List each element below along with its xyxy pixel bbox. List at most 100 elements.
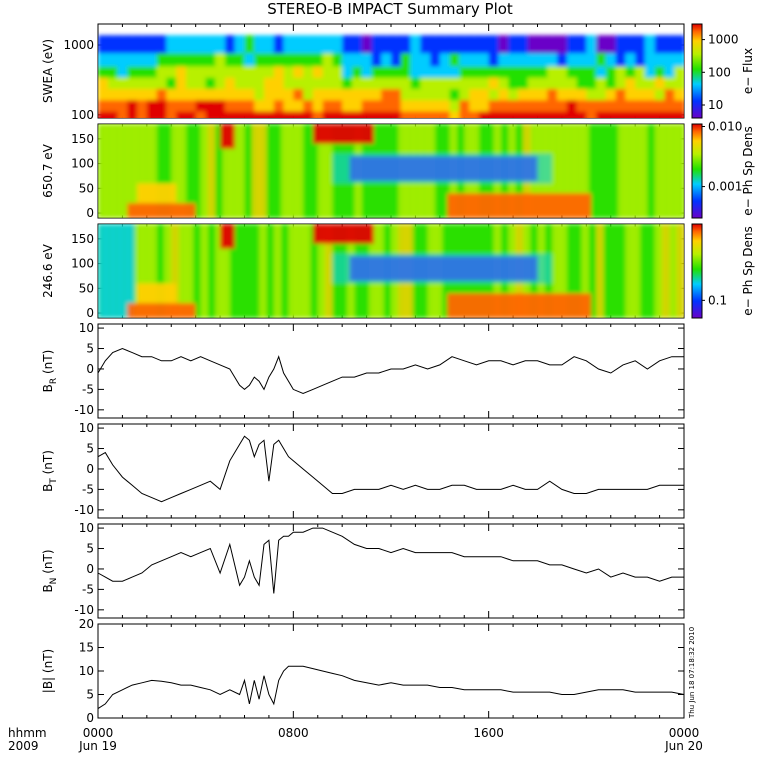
spectrogram-stripe [149,224,158,318]
y-tick-label: 10 [79,421,94,435]
spectrogram-cell [371,35,383,54]
spectrogram-cell [605,35,617,54]
spectrogram-cell [244,93,256,112]
spectrogram-cell [371,59,383,78]
spectrogram-cell [98,71,109,89]
spectrogram-cell [215,35,226,54]
spectrogram-cell [283,48,295,67]
spectrogram-cell [361,48,373,67]
series-line [97,527,684,594]
series-line [97,435,684,503]
spectrogram-cell [586,82,598,101]
y-axis-label-sub: R [49,378,59,384]
spectrogram-cell [498,82,510,101]
spectrogram-cell [400,71,412,89]
spectrogram-cell [371,48,383,67]
spectrogram-stripe [288,124,297,218]
y-tick-label: 100 [71,157,94,171]
spectrogram-cell [469,48,480,67]
spectrogram-cell [664,35,676,54]
spectrogram-cell [381,71,392,89]
spectrogram-cell [644,82,656,101]
spectrogram-stripe [193,124,202,218]
spectrogram-cell [537,48,549,67]
spectrogram-cell [488,59,500,78]
spectrogram-cell [566,82,578,101]
spectrogram-cell [537,71,549,89]
spectrogram-cell [176,48,187,67]
spectrogram-stripe [647,124,656,218]
y-tick-label: 10 [79,521,94,535]
spectrogram-stripe [229,224,239,318]
spectrogram-cell [215,82,226,101]
spectrogram-cell [508,48,519,67]
spectrogram-cell [146,35,158,54]
colorbar-label: e− Flux [741,48,755,94]
spectrogram-stripe [207,224,217,318]
spectrogram-cell [547,59,559,78]
spectrogram-stripe [193,224,202,318]
spectrogram-cell [381,35,392,54]
spectrogram-stripe [288,224,297,318]
spectrogram-feature [127,303,196,318]
spectrogram-cell [342,71,353,89]
spectrogram-stripe [610,124,620,218]
panel-4: 10 5 0 -5 -10 BT (nT) [41,421,685,519]
spectrogram-feature [447,293,592,318]
spectrogram-stripe [552,224,561,318]
spectrogram-cell [625,82,637,101]
y-tick-label: -5 [82,482,94,496]
spectrogram-cell [410,93,422,112]
spectrogram-cell [137,82,148,101]
spectrogram-cell [547,71,559,89]
spectrogram-cell [605,48,617,67]
x-tick-label: 0000 [669,726,700,740]
spectrogram-stripe [654,224,664,318]
y-axis-label-symbol: B [41,384,55,392]
spectrogram-stripe [200,124,209,218]
spectrogram-cell [127,93,139,112]
spectrogram-cell [254,59,266,78]
spectrogram-cell [566,48,578,67]
spectrogram-cell [361,35,373,54]
spectrogram-cell [322,48,334,67]
spectrogram-cell [137,93,148,112]
spectrogram-cell [117,59,129,78]
y-axis-label: BT (nT) [41,450,59,492]
y-tick-label: 0 [86,206,94,220]
spectrogram-cell [498,93,510,112]
spectrogram-cell [107,59,119,78]
spectrogram-cell [439,71,451,89]
spectrogram-cell [224,48,236,67]
spectrogram-cell [127,48,139,67]
colorbar-tick-label: 100 [708,65,731,79]
y-tick-label: 0 [86,462,94,476]
spectrogram-fill-0 [98,35,684,118]
spectrogram-cell [254,82,266,101]
spectrogram-cell [351,48,363,67]
spectrogram-cell [293,59,305,78]
spectrogram-cell [176,35,187,54]
spectrogram-cell [586,35,598,54]
spectrogram-cell [508,35,519,54]
spectrogram-stripe [156,224,165,318]
spectrogram-stripe [618,124,627,218]
spectrogram-cell [391,35,402,54]
spectrogram-cell [586,59,598,78]
spectrogram-stripe [259,124,268,218]
spectrogram-cell [322,35,334,54]
spectrogram-stripe [640,224,649,318]
y-axis-label: 650.7 eV [41,143,55,198]
spectrogram-cell [166,35,178,54]
y-axis-label: 246.6 eV [41,243,55,298]
spectrogram-cell [322,93,334,112]
spectrogram-cell [488,71,500,89]
spectrogram-cell [322,59,334,78]
y-tick-label: 5 [86,342,94,356]
spectrogram-cell [312,48,324,67]
spectrogram-cell [644,71,656,89]
spectrogram-cell [527,82,539,101]
spectrogram-cell [312,59,324,78]
spectrogram-feature [312,124,374,144]
spectrogram-cell [254,93,266,112]
